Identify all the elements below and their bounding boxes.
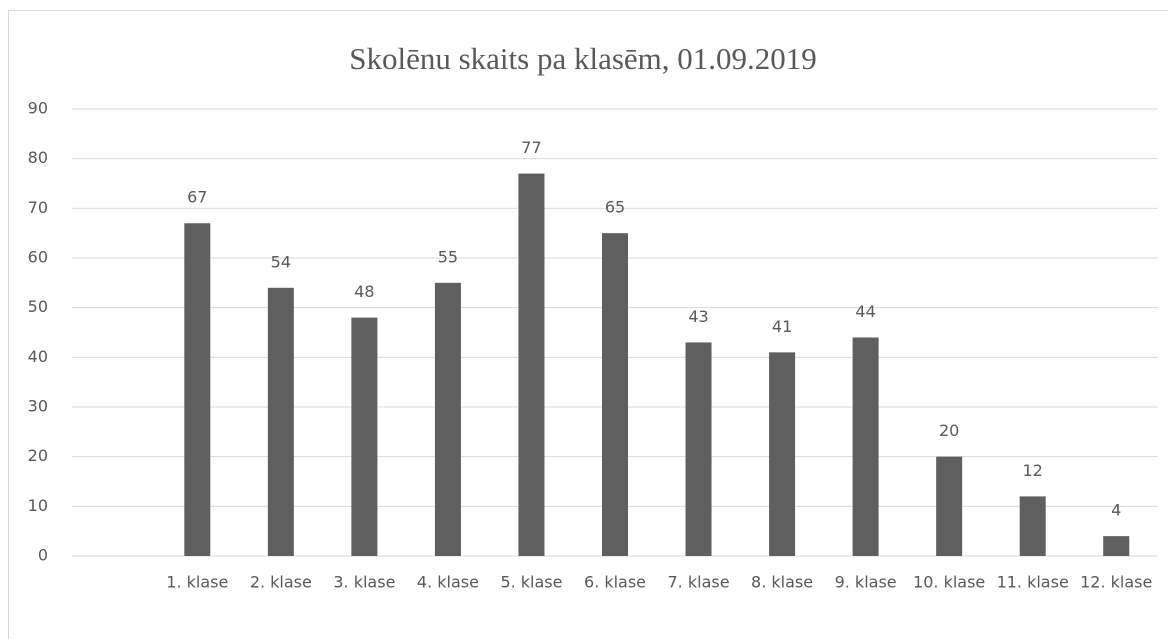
data-label: 54: [271, 252, 291, 271]
x-tick-label: 9. klase: [835, 573, 897, 592]
y-tick-label: 60: [28, 248, 48, 267]
y-tick-label: 30: [28, 397, 48, 416]
y-tick-label: 40: [28, 347, 48, 366]
bar: [852, 337, 879, 556]
y-tick-label: 70: [28, 198, 48, 217]
data-label: 4: [1111, 501, 1121, 520]
bar: [685, 342, 712, 556]
data-label: 48: [354, 282, 374, 301]
y-tick-label: 10: [28, 496, 48, 515]
data-label: 65: [605, 198, 625, 217]
bar: [602, 233, 628, 556]
data-label: 43: [688, 307, 708, 326]
bar: [518, 173, 545, 557]
data-label: 44: [855, 302, 875, 321]
x-tick-label: 7. klase: [668, 573, 730, 592]
x-tick-label: 5. klase: [500, 573, 562, 592]
bar: [267, 287, 294, 556]
x-tick-label: 3. klase: [333, 573, 395, 592]
bar: [351, 317, 378, 556]
data-label: 20: [939, 421, 959, 440]
x-tick-label: 10. klase: [913, 573, 985, 592]
bar: [1103, 536, 1130, 556]
x-tick-label: 6. klase: [584, 573, 646, 592]
x-tick-label: 12. klase: [1080, 573, 1152, 592]
x-tick-label: 4. klase: [417, 573, 479, 592]
x-tick-label: 11. klase: [997, 573, 1069, 592]
x-tick-label: 1. klase: [166, 573, 228, 592]
bar: [769, 352, 796, 556]
data-label: 12: [1023, 461, 1043, 480]
y-tick-label: 0: [38, 546, 48, 565]
bar: [1019, 496, 1046, 556]
data-label: 41: [772, 317, 792, 336]
data-label: 77: [521, 138, 541, 157]
y-tick-label: 90: [28, 99, 48, 118]
data-label: 67: [187, 188, 207, 207]
data-label: 55: [438, 247, 458, 266]
x-tick-label: 8. klase: [751, 573, 813, 592]
chart-frame: [8, 10, 1168, 639]
bar: [184, 223, 211, 556]
bar: [936, 456, 963, 556]
x-tick-label: 2. klase: [250, 573, 312, 592]
y-tick-label: 80: [28, 148, 48, 167]
chart-title: Skolēnu skaits pa klasēm, 01.09.2019: [349, 41, 817, 76]
y-tick-label: 20: [28, 446, 48, 465]
bar: [434, 282, 461, 556]
y-tick-label: 50: [28, 297, 48, 316]
